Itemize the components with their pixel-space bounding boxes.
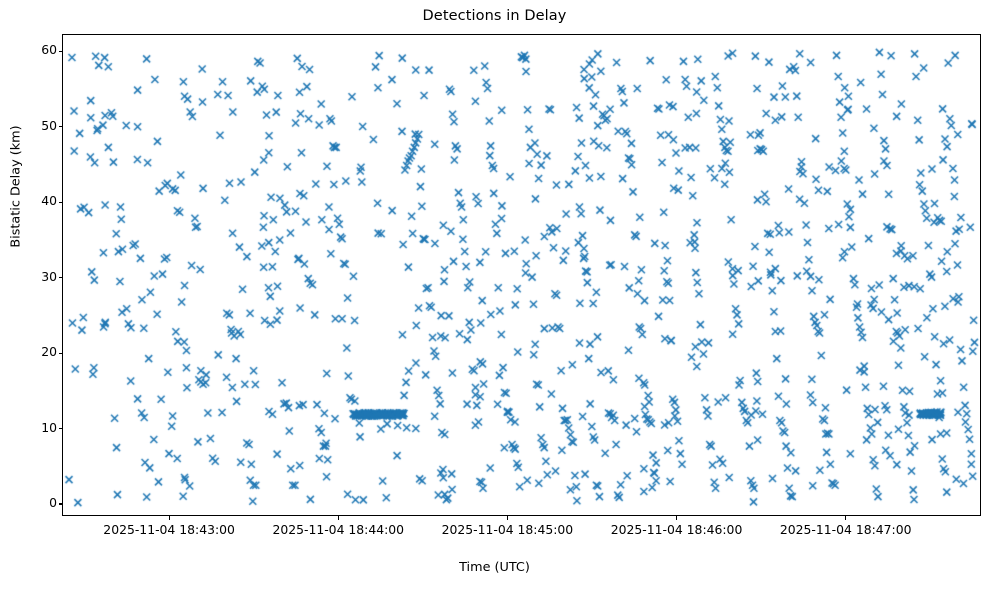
y-tick-label: 0 [49, 494, 57, 510]
x-tick-label: 2025-11-04 18:45:00 [441, 522, 574, 537]
y-tick-label: 60 [41, 42, 57, 58]
page-title: Detections in Delay [422, 8, 567, 24]
x-tick-label: 2025-11-04 18:44:00 [272, 522, 405, 537]
x-axis-label: Time (UTC) [459, 560, 530, 575]
x-tick-mark [337, 516, 339, 520]
y-tick-mark [58, 277, 62, 279]
y-tick-mark [58, 352, 62, 354]
y-tick-mark [58, 503, 62, 505]
y-tick-mark [58, 126, 62, 128]
y-tick-mark [58, 201, 62, 203]
y-tick-label: 30 [41, 268, 57, 284]
plot-area [62, 34, 981, 516]
x-tick-label: 2025-11-04 18:47:00 [779, 522, 912, 537]
x-tick-label: 2025-11-04 18:46:00 [610, 522, 743, 537]
y-tick-mark [58, 428, 62, 430]
scatter-canvas [63, 35, 980, 515]
x-tick-mark [506, 516, 508, 520]
y-tick-label: 50 [41, 117, 57, 133]
y-tick-mark [58, 50, 62, 52]
y-axis-label: Bistatic Delay (km) [8, 125, 24, 248]
x-tick-mark [676, 516, 678, 520]
y-tick-label: 10 [41, 419, 57, 435]
y-tick-label: 40 [41, 193, 57, 209]
x-tick-mark [845, 516, 847, 520]
y-tick-label: 20 [41, 344, 57, 360]
x-tick-label: 2025-11-04 18:43:00 [103, 522, 235, 537]
x-tick-mark [168, 516, 170, 520]
